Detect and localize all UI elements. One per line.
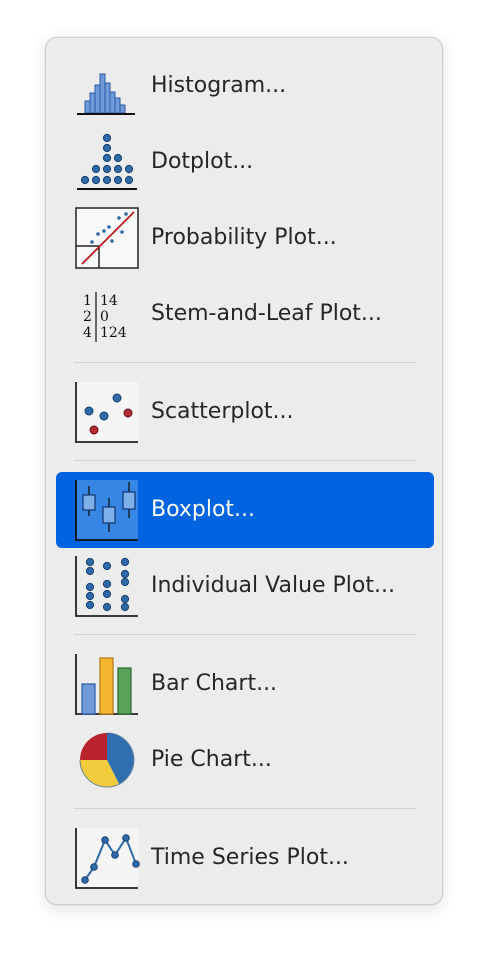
probability-plot-icon: [74, 206, 140, 270]
pie-chart-icon: [74, 728, 140, 792]
leaf-value: 124: [100, 325, 127, 341]
menu-item-label: Time Series Plot...: [151, 845, 349, 870]
menu-item-label: Pie Chart...: [151, 747, 272, 772]
menu-separator: [74, 634, 416, 635]
histogram-icon: [74, 54, 140, 118]
menu-item-label: Probability Plot...: [151, 225, 337, 250]
menu-item-individual-value-plot[interactable]: Individual Value Plot...: [56, 548, 434, 624]
dotplot-icon: [74, 130, 140, 194]
menu-item-scatterplot[interactable]: Scatterplot...: [56, 374, 434, 450]
menu-item-label: Bar Chart...: [151, 671, 278, 696]
leaf-value: 14: [100, 293, 118, 309]
stem-value: 2: [83, 309, 92, 325]
menu-item-dotplot[interactable]: Dotplot...: [56, 124, 434, 200]
menu-item-label: Dotplot...: [151, 149, 254, 174]
menu-separator: [74, 808, 416, 809]
menu-item-pie-chart[interactable]: Pie Chart...: [56, 722, 434, 798]
menu-item-bar-chart[interactable]: Bar Chart...: [56, 646, 434, 722]
boxplot-icon: [74, 478, 140, 542]
bar-chart-icon: [74, 652, 140, 716]
menu-separator: [74, 460, 416, 461]
individual-value-plot-icon: [74, 554, 140, 618]
stem-value: 1: [83, 293, 92, 309]
menu-item-time-series-plot[interactable]: Time Series Plot...: [56, 820, 434, 896]
time-series-plot-icon: [74, 826, 140, 890]
graph-menu: Histogram...: [45, 37, 443, 905]
menu-item-label: Scatterplot...: [151, 399, 294, 424]
menu-item-boxplot[interactable]: Boxplot...: [56, 472, 434, 548]
menu-item-histogram[interactable]: Histogram...: [56, 48, 434, 124]
menu-item-stem-and-leaf-plot[interactable]: 1 14 2 0 4 124 Stem-and-Leaf Plot...: [56, 276, 434, 352]
menu-separator: [74, 362, 416, 363]
stem-value: 4: [83, 325, 92, 341]
menu-item-label: Stem-and-Leaf Plot...: [151, 301, 382, 326]
scatterplot-icon: [74, 380, 140, 444]
menu-item-label: Boxplot...: [151, 497, 256, 522]
stem-and-leaf-icon: 1 14 2 0 4 124: [74, 282, 140, 346]
leaf-value: 0: [100, 309, 109, 325]
menu-item-label: Individual Value Plot...: [151, 573, 395, 598]
menu-item-probability-plot[interactable]: Probability Plot...: [56, 200, 434, 276]
menu-item-label: Histogram...: [151, 73, 287, 98]
